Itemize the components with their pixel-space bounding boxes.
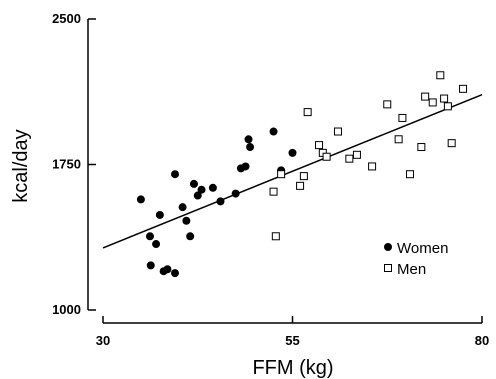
x-axis-title: FFM (kg) <box>252 357 333 379</box>
women-point <box>231 189 240 198</box>
x-tick-label: 80 <box>475 333 489 348</box>
men-point <box>299 172 308 181</box>
men-point <box>345 154 354 163</box>
men-point <box>271 232 280 241</box>
women-point <box>163 265 172 274</box>
women-point <box>216 197 225 206</box>
y-tick-label: 1000 <box>52 302 81 317</box>
y-tick-label: 1750 <box>52 157 81 172</box>
men-point <box>394 135 403 144</box>
men-point <box>333 127 342 136</box>
men-point <box>277 170 286 179</box>
women-point <box>182 216 191 225</box>
legend-label-women: Women <box>397 240 448 257</box>
men-point <box>322 152 331 161</box>
women-point <box>171 170 180 179</box>
women-point <box>146 261 155 270</box>
women-point <box>186 232 195 241</box>
women-point <box>197 185 206 194</box>
men-point <box>368 162 377 171</box>
women-point <box>189 179 198 188</box>
legend-women-marker <box>384 243 392 251</box>
women-point <box>241 162 250 171</box>
men-point <box>383 100 392 109</box>
women-point <box>244 135 253 144</box>
women-point <box>171 269 180 278</box>
y-axis: 1000 1750 2500 <box>52 11 96 317</box>
men-point <box>447 139 456 148</box>
men-point <box>269 187 278 196</box>
men-point <box>459 84 468 93</box>
regression-line <box>102 93 483 249</box>
women-point <box>208 183 217 192</box>
legend: Women Men <box>384 240 448 278</box>
women-point <box>152 240 161 249</box>
x-tick-label: 30 <box>96 333 110 348</box>
x-tick-label: 55 <box>285 333 299 348</box>
men-point <box>296 181 305 190</box>
legend-label-men: Men <box>397 261 426 278</box>
men-point <box>315 141 324 150</box>
women-point <box>136 195 145 204</box>
women-point <box>178 203 187 212</box>
y-tick-label: 2500 <box>52 11 81 26</box>
men-point <box>440 94 449 103</box>
women-point <box>269 127 278 136</box>
women-point <box>193 191 202 200</box>
y-axis-title: kcal/day <box>10 129 32 202</box>
men-point <box>398 113 407 122</box>
women-point <box>246 143 255 152</box>
men-point <box>443 102 452 111</box>
men-point <box>428 98 437 107</box>
men-point <box>417 143 426 152</box>
women-point <box>145 232 154 241</box>
data-points <box>136 71 468 278</box>
women-point <box>155 210 164 219</box>
legend-men-marker <box>384 264 392 272</box>
x-axis: 30 55 80 <box>96 316 489 348</box>
men-point <box>421 92 430 101</box>
men-point <box>436 71 445 80</box>
men-point <box>303 108 312 117</box>
men-point <box>405 170 414 179</box>
women-point <box>288 148 297 157</box>
men-point <box>352 150 361 159</box>
